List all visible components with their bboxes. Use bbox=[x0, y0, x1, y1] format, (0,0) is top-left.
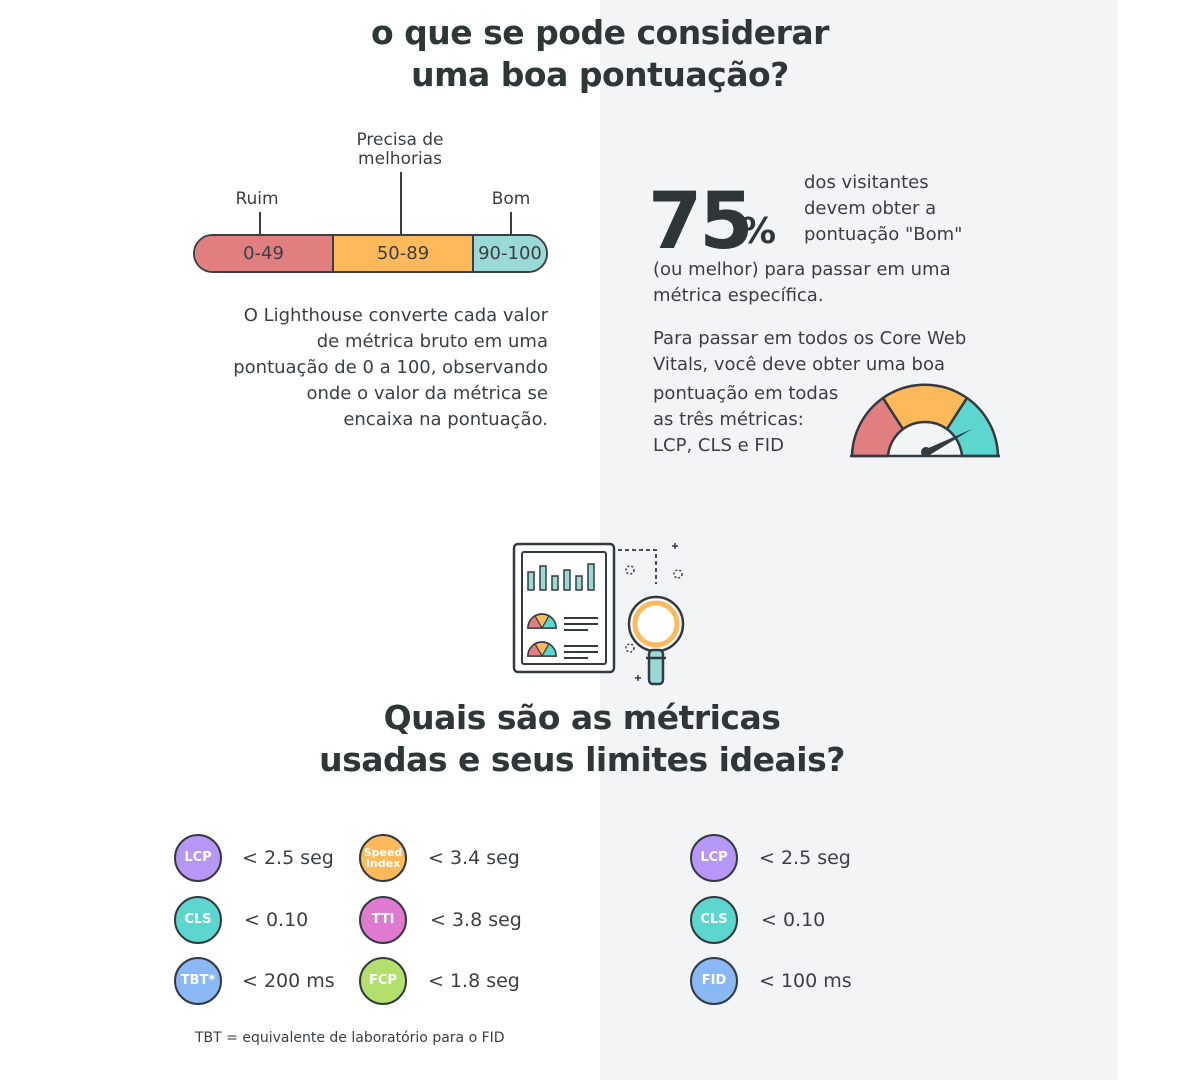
lighthouse-line2: de métrica bruto em uma bbox=[316, 331, 548, 352]
visitors-line1: dos visitantes bbox=[804, 172, 929, 193]
score-segment-mid: 50-89 bbox=[334, 236, 474, 271]
section2-title: Quais são as métricas usadas e seus limi… bbox=[232, 697, 932, 781]
label-mid-line1: Precisa de bbox=[356, 130, 444, 150]
field-metric-value-cls: < 0.10 bbox=[761, 909, 826, 931]
footnote: TBT = equivalente de laboratório para o … bbox=[195, 1030, 505, 1046]
core-web-text-top: Para passar em todos os Core Web Vitals,… bbox=[653, 326, 1013, 378]
metric-badge-cls: CLS bbox=[174, 896, 222, 944]
metric-value-fcp: < 1.8 seg bbox=[428, 970, 520, 992]
score-segment-bad: 0-49 bbox=[195, 236, 334, 271]
core-web-line5: LCP, CLS e FID bbox=[653, 435, 784, 456]
metric-badge-speed-index: Speed Index bbox=[359, 834, 407, 882]
metric-badge-tbt: TBT* bbox=[174, 957, 222, 1005]
visitors-line3: pontuação "Bom" bbox=[804, 224, 963, 245]
field-metric-value-fid: < 100 ms bbox=[759, 970, 852, 992]
metric-badge-fcp: FCP bbox=[359, 957, 407, 1005]
section2-title-line2: usadas e seus limites ideais? bbox=[319, 740, 845, 779]
core-web-line4: as três métricas: bbox=[653, 409, 804, 430]
visitors-percent: % bbox=[740, 211, 777, 252]
core-web-text-bottom: pontuação em todas as três métricas: LCP… bbox=[653, 381, 873, 459]
core-web-line3: pontuação em todas bbox=[653, 383, 839, 404]
score-bar: 0-49 50-89 90-100 bbox=[193, 234, 548, 273]
metric-value-cls: < 0.10 bbox=[244, 909, 309, 931]
lighthouse-paragraph: O Lighthouse converte cada valor de métr… bbox=[150, 303, 548, 433]
tick-bad bbox=[259, 212, 261, 235]
label-good: Bom bbox=[491, 189, 531, 209]
lighthouse-line1: O Lighthouse converte cada valor bbox=[243, 305, 548, 326]
field-metric-value-lcp: < 2.5 seg bbox=[759, 847, 851, 869]
visitors-line2: devem obter a bbox=[804, 198, 937, 219]
lighthouse-line4: onde o valor da métrica se bbox=[306, 383, 548, 404]
lighthouse-line3: pontuação de 0 a 100, observando bbox=[233, 357, 548, 378]
visitors-number: 75 bbox=[648, 177, 754, 267]
section1-title-line1: o que se pode considerar bbox=[371, 13, 829, 52]
visitors-line4: (ou melhor) para passar em uma bbox=[653, 259, 951, 280]
label-mid-line2: melhorias bbox=[358, 149, 442, 169]
core-web-line2: Vitals, você deve obter uma boa bbox=[653, 354, 945, 375]
metric-value-tti: < 3.8 seg bbox=[430, 909, 522, 931]
section2-title-line1: Quais são as métricas bbox=[383, 698, 781, 737]
report-magnifier-icon bbox=[512, 542, 685, 686]
right-panel-background bbox=[600, 0, 1117, 1080]
label-bad: Ruim bbox=[235, 189, 279, 209]
visitors-bottom-text: (ou melhor) para passar em uma métrica e… bbox=[653, 257, 1013, 309]
metric-badge-lcp: LCP bbox=[174, 834, 222, 882]
section1-title-line2: uma boa pontuação? bbox=[411, 55, 789, 94]
metric-badge-tti: TTI bbox=[359, 896, 407, 944]
core-web-line1: Para passar em todos os Core Web bbox=[653, 328, 967, 349]
score-segment-good: 90-100 bbox=[474, 236, 546, 271]
metric-value-speed-index: < 3.4 seg bbox=[428, 847, 520, 869]
label-needs-improvement: Precisa de melhorias bbox=[330, 131, 470, 169]
metric-value-tbt: < 200 ms bbox=[242, 970, 335, 992]
section1-title: o que se pode considerar uma boa pontuaç… bbox=[250, 12, 950, 96]
field-metric-badge-cls: CLS bbox=[690, 896, 738, 944]
visitors-line5: métrica específica. bbox=[653, 285, 824, 306]
field-metric-badge-fid: FID bbox=[690, 957, 738, 1005]
speedometer-icon bbox=[850, 383, 1000, 458]
lighthouse-line5: encaixa na pontuação. bbox=[343, 409, 548, 430]
tick-mid bbox=[400, 172, 402, 235]
tick-good bbox=[510, 212, 512, 235]
metric-value-lcp: < 2.5 seg bbox=[242, 847, 334, 869]
field-metric-badge-lcp: LCP bbox=[690, 834, 738, 882]
visitors-side-text: dos visitantes devem obter a pontuação "… bbox=[804, 170, 1024, 248]
